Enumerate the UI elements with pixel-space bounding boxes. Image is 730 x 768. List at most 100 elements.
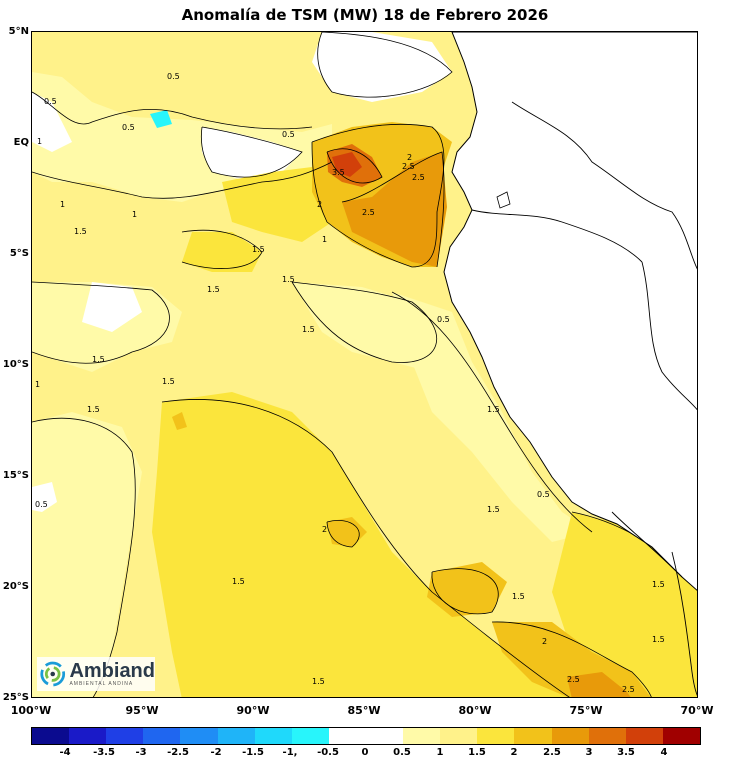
contour-label: 2.5 [402, 162, 415, 171]
contour-label: 1.5 [74, 227, 87, 236]
anomaly-1.5-2-equator [222, 167, 332, 242]
colorbar-label: -2 [210, 747, 222, 758]
colorbar-swatch [217, 728, 255, 744]
colorbar-swatch [514, 728, 552, 744]
colorbar [31, 727, 701, 745]
contour-label: 1.5 [512, 592, 525, 601]
contour-label: 2.5 [412, 173, 425, 182]
contour-label: 1.5 [487, 505, 500, 514]
contour-label: 1.5 [87, 405, 100, 414]
contour-label: 1.5 [487, 405, 500, 414]
contour-lines [32, 32, 697, 697]
sst-anomaly-map[interactable]: 0.5 0.5 0.5 0.5 1 1 1 1.5 1.5 1.5 1.5 1.… [31, 31, 698, 698]
colorbar-label: -3 [135, 747, 147, 758]
contour-label: 1 [60, 200, 65, 209]
anomaly-3.5-4-core [332, 152, 362, 177]
colorbar-swatch [588, 728, 626, 744]
contour-label: 0.5 [437, 315, 450, 324]
lat-label-25s: 25°S [2, 692, 29, 703]
anomaly-1.5-2-south [152, 392, 570, 697]
contour-label: 2 [407, 153, 412, 162]
contour-label: 2.5 [622, 685, 635, 694]
lon-label-90w: 90°W [236, 704, 270, 717]
contour-label: 1.5 [312, 677, 325, 686]
contour-label: 1 [35, 380, 40, 389]
colorbar-label: 3.5 [617, 747, 635, 758]
colorbar-swatch [365, 728, 404, 744]
contour-label: 2 [542, 637, 547, 646]
colorbar-swatch [254, 728, 292, 744]
contour-label: 2.5 [567, 675, 580, 684]
colorbar-label: 1.5 [468, 747, 486, 758]
contour-label: 0.5 [282, 130, 295, 139]
colorbar-swatch [662, 728, 700, 744]
lon-label-95w: 95°W [125, 704, 159, 717]
anomaly-0-0.5-equator [202, 127, 302, 182]
colorbar-label: 0.5 [393, 747, 411, 758]
colorbar-label: -1, [282, 747, 298, 758]
logo-subtitle: AMBIENTAL ANDINA [69, 681, 134, 687]
anomaly-0.5-1-southwest [32, 412, 142, 697]
colorbar-label: -4 [59, 747, 71, 758]
contour-label: 0.5 [44, 97, 57, 106]
colorbar-label: -0.5 [317, 747, 339, 758]
colorbar-label: 1 [436, 747, 444, 758]
contour-label-group: 0.5 0.5 0.5 0.5 1 1 1 1.5 1.5 1.5 1.5 1.… [35, 72, 665, 694]
contour-label: 1.5 [282, 275, 295, 284]
contour-label: 1 [37, 137, 42, 146]
contour-label: 1 [132, 210, 137, 219]
anomaly-0-0.5-nw [32, 92, 72, 152]
colorbar-swatch [291, 728, 329, 744]
lon-label-70w: 70°W [680, 704, 714, 717]
lon-label-85w: 85°W [347, 704, 381, 717]
anomaly-2.5-3-pool [342, 152, 447, 267]
colorbar-swatch [551, 728, 589, 744]
contour-label: 1.5 [162, 377, 175, 386]
contour-label: 1.5 [232, 577, 245, 586]
logo-name: Ambiand [69, 660, 155, 682]
colorbar-swatch [403, 728, 441, 744]
colorbar-swatch [106, 728, 144, 744]
colorbar-swatch [69, 728, 107, 744]
contour-label: 0.5 [122, 123, 135, 132]
contour-label: 1.5 [302, 325, 315, 334]
contour-label: 0.5 [167, 72, 180, 81]
contour-label: 0.5 [537, 490, 550, 499]
anomaly-0-0.5-sw-patch [32, 482, 57, 512]
map-title: Anomalía de TSM (MW) 18 de Febrero 2026 [181, 6, 549, 24]
colorbar-label: -2.5 [167, 747, 189, 758]
contour-label: 1.5 [207, 285, 220, 294]
contour-label: 0.5 [35, 500, 48, 509]
lon-label-80w: 80°W [458, 704, 492, 717]
land-south-america [443, 32, 697, 591]
country-borders [471, 101, 697, 697]
contour-label: 2.5 [362, 208, 375, 217]
lat-label-5n: 5°N [8, 26, 29, 37]
contour-label: 2 [322, 525, 327, 534]
contour-label: 2 [317, 200, 322, 209]
island-outline [496, 191, 511, 209]
colorbar-label: -3.5 [93, 747, 115, 758]
anomaly-2-2.5-patch-3 [492, 622, 651, 697]
colorbar-swatch [440, 728, 478, 744]
colorbar-label: 4 [660, 747, 668, 758]
contour-label: 3.5 [332, 168, 345, 177]
colorbar-swatch [477, 728, 515, 744]
anomaly-0-0.5-west-patch [82, 282, 142, 332]
colorbar-label: 2 [510, 747, 518, 758]
contour-label: 1 [322, 235, 327, 244]
lon-label-100w: 100°W [10, 704, 52, 717]
colorbar-swatch [328, 728, 366, 744]
colorbar-swatch [625, 728, 663, 744]
anomaly-2.5-3-south-patch [567, 672, 631, 697]
anomaly-negative-patch-1 [150, 110, 172, 128]
colorbar-swatch [180, 728, 218, 744]
lat-label-5s: 5°S [9, 248, 29, 259]
lat-label-eq: EQ [13, 137, 29, 148]
colorbar-label: 2.5 [543, 747, 561, 758]
ambiand-logo: Ambiand AMBIENTAL ANDINA [37, 657, 155, 691]
map-canvas: 0.5 0.5 0.5 0.5 1 1 1 1.5 1.5 1.5 1.5 1.… [32, 32, 697, 697]
lat-label-20s: 20°S [2, 581, 29, 592]
colorbar-swatch [32, 728, 70, 744]
colorbar-label: 0 [361, 747, 369, 758]
